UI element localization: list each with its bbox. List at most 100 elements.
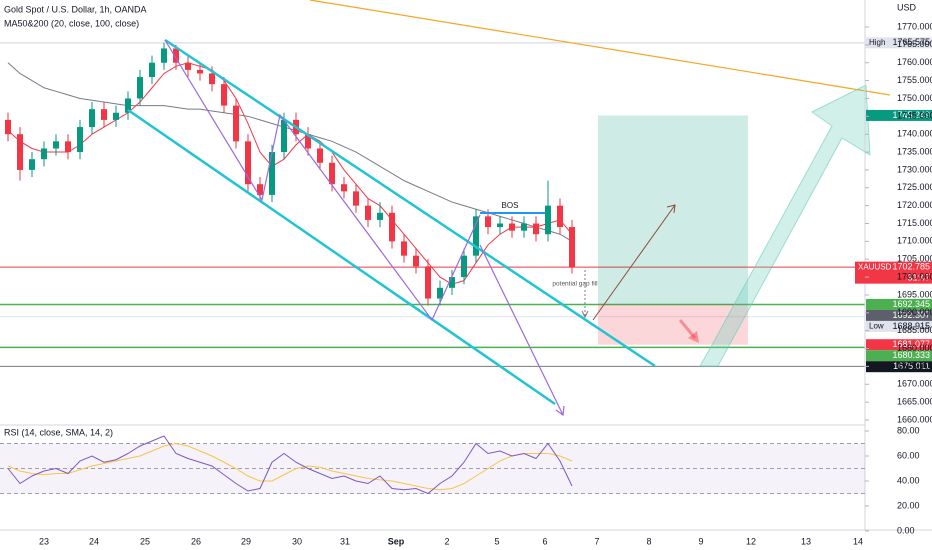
candle-body [473, 216, 479, 256]
candle-body [449, 277, 455, 288]
wave-path [164, 39, 481, 322]
projection-arrow-head [666, 204, 676, 214]
y-tick-label: 1665.000 [897, 397, 932, 407]
y-tick-label: 0.00 [897, 525, 915, 535]
y-tick-label: 1720.000 [897, 200, 932, 210]
price-badge [866, 339, 932, 351]
y-tick-label: 60.00 [897, 450, 920, 460]
bos-label: BOS [502, 201, 519, 210]
price-badge-caption: XAUUSD [858, 262, 892, 271]
rsi-title: RSI (14, close, SMA, 14, 2) [4, 427, 113, 437]
wave-arrow [479, 244, 564, 416]
candle-body [413, 255, 419, 267]
candle-body [173, 48, 179, 63]
candle-body [197, 69, 203, 74]
x-tick-label: 31 [340, 536, 350, 546]
candle-body [521, 223, 527, 231]
candle-body [485, 216, 491, 228]
y-tick-label: 1660.000 [897, 414, 932, 424]
y-tick-label: 40.00 [897, 475, 920, 485]
y-tick-label: 1705.000 [897, 254, 932, 264]
candle-body [545, 205, 551, 235]
candle-body [221, 84, 227, 106]
x-tick-label: 14 [853, 536, 863, 546]
candle-body [329, 162, 335, 185]
candle-body [497, 223, 503, 228]
x-tick-label: 2 [444, 536, 449, 546]
y-tick-label: 1755.000 [897, 75, 932, 85]
indicator-legend: MA50&200 (20, close, 100, close) [4, 18, 139, 28]
y-tick-label: 1685.000 [897, 325, 932, 335]
y-tick-label: 1765.000 [897, 39, 932, 49]
candle-body [89, 109, 95, 128]
y-tick-label: 1730.000 [897, 164, 932, 174]
candle-body [341, 184, 347, 192]
price-badge-value: 1745.249 [892, 110, 930, 120]
channel-lower [127, 108, 556, 406]
price-badge-value: 1688.915 [892, 321, 930, 331]
drawings [127, 0, 891, 417]
price-badge [866, 320, 932, 332]
x-tick-label: 30 [292, 536, 302, 546]
candle-body [17, 134, 23, 170]
currency-label: USD [897, 2, 917, 12]
candle-body [437, 287, 443, 299]
x-tick-label: 12 [746, 536, 756, 546]
price-badge [866, 361, 932, 373]
candle-body [569, 227, 575, 268]
candle-body [257, 184, 263, 195]
price-badge-caption: Low [869, 322, 884, 331]
y-tick-label: 1695.000 [897, 289, 932, 299]
candle-body [209, 73, 215, 85]
rsi-line [7, 442, 573, 491]
price-badge-value: 1681.077 [892, 339, 930, 349]
candle-body [281, 119, 287, 153]
candle-body [233, 105, 239, 142]
x-tick-label: 9 [698, 536, 703, 546]
wave-arrow-head [555, 405, 565, 417]
candle-body [5, 119, 11, 135]
price-badge-value: 1765.575 [892, 37, 930, 47]
candle-body [533, 223, 539, 235]
candle-body [245, 141, 251, 185]
candle-body [185, 62, 191, 70]
gap-arrow-head [581, 310, 589, 319]
candle-body [29, 159, 35, 170]
gap-label: potential gap fill [552, 281, 598, 288]
y-tick-label: 20.00 [897, 500, 920, 510]
y-tick-label: 1675.000 [897, 361, 932, 371]
position-tool [598, 115, 748, 345]
projection-arrow [592, 204, 676, 321]
x-tick-label: 5 [494, 536, 499, 546]
price-badge-value: 1702.785 [892, 262, 930, 272]
y-tick-label: 1670.000 [897, 379, 932, 389]
price-badge [855, 261, 932, 284]
trend-line [309, 0, 891, 96]
candle-body [77, 127, 83, 153]
y-tick-label: 1735.000 [897, 146, 932, 156]
x-tick-label: 8 [646, 536, 651, 546]
y-tick-label: 1750.000 [897, 93, 932, 103]
y-tick-label: 1740.000 [897, 129, 932, 139]
candle-body [65, 141, 71, 153]
candle-body [41, 148, 47, 160]
x-tick-label: 29 [241, 536, 251, 546]
candle-body [425, 266, 431, 299]
y-tick-label: 1690.000 [897, 307, 932, 317]
candle-body [557, 205, 563, 228]
level-lines [0, 42, 865, 367]
candle-body [377, 212, 383, 220]
price-badge-value: 1692.307 [892, 310, 930, 320]
x-tick-label: 7 [594, 536, 599, 546]
candle-body [149, 62, 155, 78]
price-badge-caption: High [869, 38, 885, 47]
candle-body [101, 109, 107, 120]
candle-body [137, 77, 143, 99]
candle-body [269, 152, 275, 195]
axis-badges: 1765.575High1745.2491702.785XAUUSD31:471… [855, 37, 932, 373]
price-badge-value: 1675.011 [893, 361, 930, 371]
stop-arrow [678, 319, 697, 339]
y-tick-label: 1710.000 [897, 236, 932, 246]
price-badge-value: 1692.345 [892, 299, 930, 309]
